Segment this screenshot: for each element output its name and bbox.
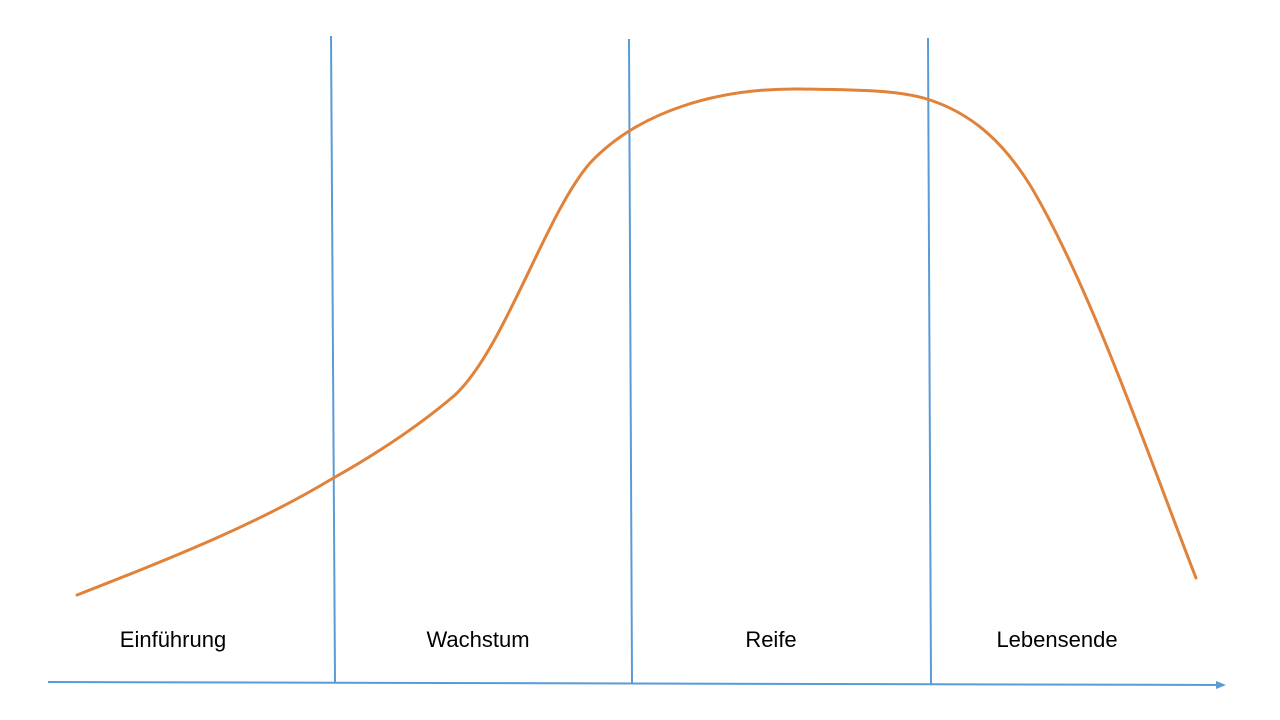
phase-label-introduction: Einführung	[120, 627, 226, 652]
phase-divider-1	[330, 35, 336, 683]
phase-divider-3	[927, 37, 932, 685]
lifecycle-curve	[75, 87, 1198, 597]
phase-label-growth: Wachstum	[426, 627, 529, 652]
phase-label-maturity: Reife	[745, 627, 796, 652]
phase-label-end-of-life: Lebensende	[996, 627, 1117, 652]
time-axis-arrow	[47, 680, 1226, 689]
phase-divider-2	[628, 38, 633, 684]
